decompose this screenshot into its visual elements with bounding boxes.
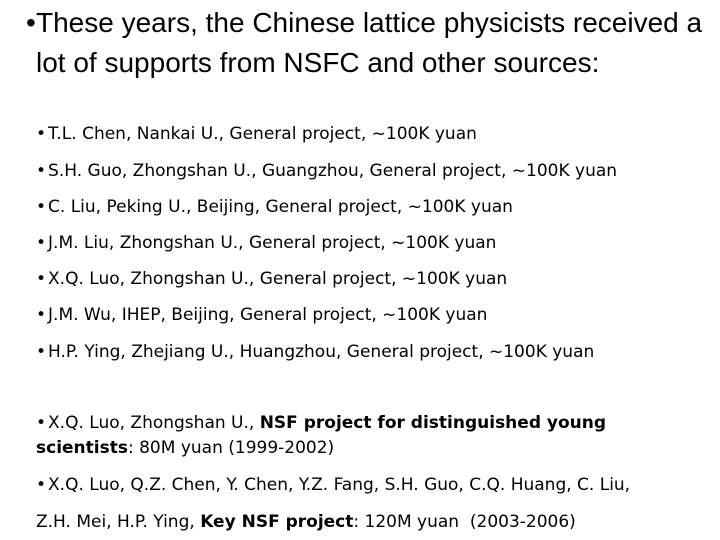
item-text: T.L. Chen, Nankai U., General project, ~…	[48, 124, 477, 144]
item-text: S.H. Guo, Zhongshan U., Guangzhou, Gener…	[48, 161, 618, 181]
bullet: •	[36, 197, 47, 217]
list-item: • H.P. Ying, Zhejiang U., Huangzhou, Gene…	[36, 340, 706, 365]
bullet: •	[36, 342, 47, 362]
key-project-item: • X.Q. Luo, Q.Z. Chen, Y. Chen, Y.Z. Fang…	[36, 473, 706, 498]
list-item: • J.M. Wu, IHEP, Beijing, General project…	[36, 303, 706, 328]
list-item: • C. Liu, Peking U., Beijing, General pro…	[36, 195, 706, 220]
bullet: •	[36, 475, 47, 495]
key-project-continuation: Z.H. Mei, H.P. Ying, Key NSF project: 12…	[36, 510, 706, 535]
item-suffix: : 120M yuan (2003-2006)	[353, 512, 576, 532]
bullet: •	[36, 305, 47, 325]
young-scientist-item: • X.Q. Luo, Zhongshan U., NSF project for…	[36, 411, 706, 461]
project-type: NSF project for distinguished young scie…	[36, 413, 607, 458]
item-text: C. Liu, Peking U., Beijing, General proj…	[48, 197, 513, 217]
item-text: X.Q. Luo, Q.Z. Chen, Y. Chen, Y.Z. Fang,…	[48, 475, 631, 495]
item-text: J.M. Liu, Zhongshan U., General project,…	[48, 233, 497, 253]
item-text: H.P. Ying, Zhejiang U., Huangzhou, Gener…	[48, 342, 595, 362]
list-item: • J.M. Liu, Zhongshan U., General project…	[36, 231, 706, 256]
list-item: • X.Q. Luo, Zhongshan U., General project…	[36, 267, 706, 292]
item-text: Z.H. Mei, H.P. Ying,	[36, 512, 201, 532]
item-text: J.M. Wu, IHEP, Beijing, General project,…	[48, 305, 488, 325]
heading-text: These years, the Chinese lattice physici…	[36, 7, 703, 78]
slide-heading: • These years, the Chinese lattice physic…	[26, 3, 716, 83]
project-type: Key NSF project	[200, 512, 354, 532]
item-text: X.Q. Luo, Zhongshan U., General project,…	[48, 269, 508, 289]
item-text: X.Q. Luo, Zhongshan U.,	[48, 413, 260, 433]
bullet: •	[36, 233, 47, 253]
bullet: •	[36, 413, 47, 433]
bullet: •	[36, 269, 47, 289]
bullet: •	[36, 124, 47, 144]
heading-bullet: •	[26, 7, 36, 38]
item-suffix: : 80M yuan (1999-2002)	[127, 438, 335, 458]
bullet: •	[36, 161, 47, 181]
list-item: • S.H. Guo, Zhongshan U., Guangzhou, Gene…	[36, 159, 706, 184]
list-item: • T.L. Chen, Nankai U., General project, …	[36, 122, 706, 147]
